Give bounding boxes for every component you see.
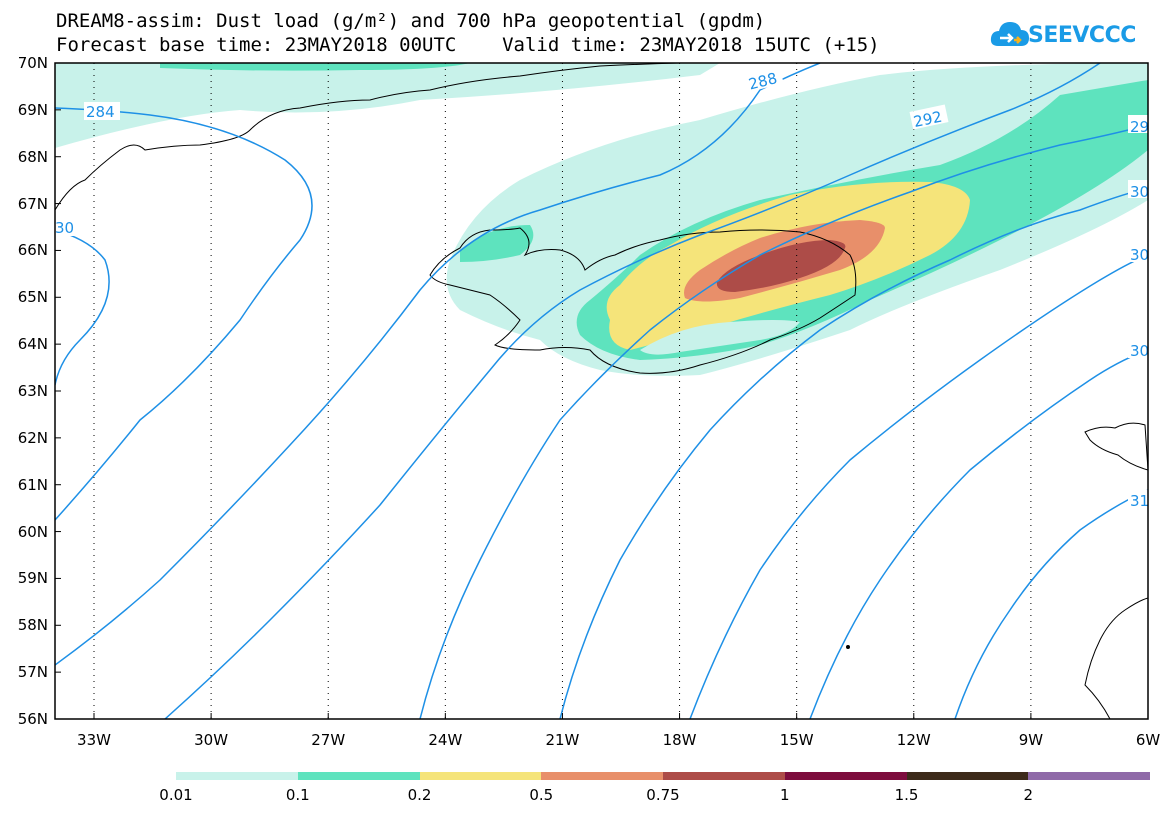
legend-label: 1.5 — [894, 786, 919, 804]
longitude-label: 9W — [1018, 731, 1044, 749]
latitude-label: 70N — [17, 54, 48, 72]
longitude-label: 6W — [1135, 731, 1161, 749]
legend-swatch — [906, 772, 1029, 780]
longitude-label: 18W — [662, 731, 697, 749]
dust-area-0-75 — [716, 240, 846, 292]
geopotential-contours — [55, 63, 1148, 719]
dust-area-0-1 — [460, 225, 534, 262]
axis-ticks — [55, 62, 1149, 720]
contour-308 — [954, 489, 1148, 719]
contour-label-308: 30 — [1130, 342, 1149, 360]
legend-label: 0.1 — [285, 786, 310, 804]
legend-label: 2 — [1023, 786, 1034, 804]
contour-label-300: 30 — [1130, 183, 1149, 201]
contour-label-296: 29 — [1130, 118, 1149, 136]
logo-text: SEEVCCC — [1028, 23, 1136, 48]
legend-swatch — [176, 772, 298, 780]
latitude-label: 58N — [17, 616, 48, 635]
legend-label: 0.01 — [159, 786, 193, 804]
seevccc-logo: SEEVCCC — [990, 18, 1140, 60]
contour-labels: 284 288 292 29 30 30 30 30 31 — [55, 65, 1149, 510]
latitude-label: 63N — [17, 382, 48, 400]
legend-label: 0.75 — [646, 786, 680, 804]
latitude-label: 61N — [17, 475, 48, 494]
legend-label: 1 — [779, 786, 790, 804]
contour-label-284: 284 — [86, 103, 115, 121]
longitude-label: 27W — [311, 731, 346, 749]
legend-swatch — [297, 772, 420, 780]
contour-280 — [55, 229, 110, 386]
legend-swatch — [541, 772, 663, 780]
coastlines — [55, 63, 1148, 719]
forecast-time-subtitle: Forecast base time: 23MAY2018 00UTC Vali… — [56, 34, 880, 56]
contour-300 — [689, 254, 1148, 719]
legend-swatch — [1028, 772, 1150, 780]
contour-label-280: 30 — [55, 219, 74, 237]
latitude-label: 59N — [17, 569, 48, 588]
latitude-label: 64N — [17, 335, 48, 354]
contour-label-292: 292 — [912, 108, 944, 132]
latitude-label: 66N — [17, 241, 48, 260]
dust-area-0-01 — [55, 63, 720, 148]
legend-swatch — [784, 772, 907, 780]
latitude-label: 68N — [17, 147, 48, 166]
contour-label-312: 31 — [1130, 492, 1149, 510]
contour-288b — [164, 63, 1101, 719]
dust-load-field — [55, 63, 1148, 376]
contour-296 — [559, 187, 1148, 719]
contour-304 — [809, 349, 1148, 719]
longitude-label: 21W — [545, 731, 580, 749]
cloud-logo-icon — [990, 22, 1029, 46]
latitude-label: 69N — [17, 100, 48, 119]
latitude-label: 62N — [17, 428, 48, 447]
longitude-label: 30W — [194, 731, 229, 749]
dust-area-0-1 — [160, 63, 470, 71]
map-title: DREAM8-assim: Dust load (g/m²) and 700 h… — [56, 10, 766, 32]
map-content: 284 288 292 29 30 30 30 30 31 — [55, 63, 1149, 719]
legend-swatch — [419, 772, 542, 780]
map-grid — [93, 63, 1032, 719]
longitude-label: 15W — [779, 731, 814, 749]
longitude-label: 24W — [428, 731, 463, 749]
legend-label: 0.5 — [529, 786, 554, 804]
latitude-label: 57N — [17, 663, 48, 682]
contour-label-304: 30 — [1130, 246, 1149, 264]
legend-swatch — [663, 772, 785, 780]
dust-legend-colorbar — [176, 772, 1150, 780]
longitude-label: 12W — [896, 731, 931, 749]
latitude-label: 56N — [17, 710, 48, 728]
contour-288a — [55, 63, 821, 666]
contour-292 — [419, 124, 1148, 719]
latitude-label: 60N — [17, 522, 48, 541]
latitude-label: 67N — [17, 194, 48, 213]
contour-284 — [55, 107, 313, 521]
longitude-label: 33W — [77, 731, 111, 749]
latitude-label: 65N — [17, 288, 48, 307]
legend-label: 0.2 — [407, 786, 432, 804]
